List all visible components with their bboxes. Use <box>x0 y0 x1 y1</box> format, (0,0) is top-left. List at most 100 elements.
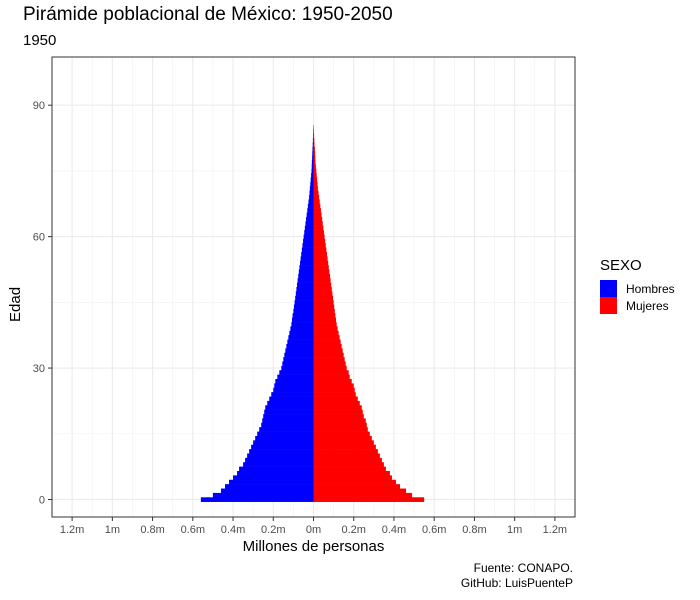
bar-mujeres <box>313 361 346 367</box>
bar-mujeres <box>313 199 320 205</box>
legend-key-hombres <box>600 280 617 297</box>
x-tick-label: 1.2m <box>60 524 84 536</box>
bar-mujeres <box>313 203 321 209</box>
bar-mujeres <box>313 352 344 358</box>
bar-mujeres <box>313 484 400 489</box>
x-tick-label: 1.2m <box>543 524 567 536</box>
bar-hombres <box>275 379 314 384</box>
bar-hombres <box>267 400 314 406</box>
bar-mujeres <box>313 462 384 467</box>
bar-mujeres <box>313 396 358 402</box>
bar-hombres <box>229 479 314 485</box>
bar-mujeres <box>313 475 392 481</box>
bar-hombres <box>306 212 314 218</box>
bar-hombres <box>293 308 314 314</box>
bar-mujeres <box>313 387 355 393</box>
bar-hombres <box>312 155 314 161</box>
bar-mujeres <box>313 251 327 257</box>
bar-hombres <box>300 260 314 266</box>
bar-hombres <box>301 247 314 253</box>
bar-mujeres <box>313 365 347 371</box>
bar-hombres <box>245 457 314 463</box>
bar-hombres <box>309 190 314 196</box>
bar-mujeres <box>313 300 334 305</box>
x-tick-label: 0.8m <box>140 524 164 536</box>
bar-hombres <box>233 475 314 481</box>
bar-hombres <box>310 177 314 183</box>
bar-mujeres <box>313 357 345 362</box>
bar-hombres <box>271 392 314 397</box>
bar-mujeres <box>313 422 367 428</box>
bar-mujeres <box>313 488 407 494</box>
bar-hombres <box>312 142 314 148</box>
bar-mujeres <box>313 146 315 152</box>
bar-hombres <box>220 488 314 494</box>
bar-hombres <box>292 313 314 318</box>
bar-hombres <box>273 387 314 393</box>
legend-label-mujeres: Mujeres <box>626 298 669 313</box>
bar-hombres <box>291 317 314 323</box>
bar-hombres <box>294 300 314 305</box>
bar-mujeres <box>313 435 372 441</box>
x-tick-label: 1m <box>105 524 120 536</box>
bar-hombres <box>306 216 314 222</box>
bar-mujeres <box>313 335 340 340</box>
bar-mujeres <box>313 453 380 459</box>
bar-hombres <box>239 466 314 472</box>
bar-hombres <box>295 291 314 297</box>
y-tick-label: 90 <box>33 100 45 112</box>
bar-hombres <box>259 427 314 432</box>
bar-mujeres <box>313 317 337 323</box>
bar-mujeres <box>313 238 326 244</box>
bar-mujeres <box>313 383 354 389</box>
bar-mujeres <box>313 151 316 156</box>
y-tick-label: 0 <box>39 494 45 506</box>
bar-mujeres <box>313 304 335 310</box>
legend-item-hombres: Hombres <box>600 280 675 297</box>
bar-mujeres <box>313 431 370 437</box>
bar-hombres <box>277 374 314 380</box>
legend: SEXO Hombres Mujeres <box>600 257 675 314</box>
bar-hombres <box>265 405 314 410</box>
bar-hombres <box>311 159 314 165</box>
x-tick-label: 0.6m <box>181 524 205 536</box>
bar-mujeres <box>313 243 326 248</box>
bar-mujeres <box>313 190 319 196</box>
bar-hombres <box>298 273 314 279</box>
caption: Fuente: CONAPO. GitHub: LuisPuenteP <box>461 561 573 591</box>
y-tick-label: 60 <box>33 232 45 244</box>
bar-mujeres <box>313 348 343 354</box>
bar-hombres <box>293 304 314 310</box>
bar-mujeres <box>313 186 318 191</box>
bar-hombres <box>212 492 314 498</box>
bar-mujeres <box>313 177 318 183</box>
bar-mujeres <box>313 409 363 415</box>
bar-hombres <box>310 181 314 187</box>
bar-hombres <box>307 203 314 209</box>
bar-mujeres <box>313 330 339 336</box>
bar-mujeres <box>313 221 323 226</box>
x-tick-label: 0m <box>306 524 321 536</box>
bar-mujeres <box>313 142 315 148</box>
bar-hombres <box>303 238 314 244</box>
x-tick-label: 0.6m <box>422 524 446 536</box>
bar-mujeres <box>313 444 376 450</box>
bar-mujeres <box>313 295 334 301</box>
bar-mujeres <box>313 427 368 432</box>
bar-hombres <box>255 435 314 441</box>
bar-mujeres <box>313 234 325 240</box>
bar-hombres <box>262 418 314 424</box>
bar-hombres <box>284 352 314 358</box>
bar-mujeres <box>313 449 378 454</box>
bar-hombres <box>269 396 314 402</box>
bar-mujeres <box>313 287 332 292</box>
bar-mujeres <box>313 216 323 222</box>
bar-hombres <box>299 265 314 270</box>
bar-mujeres <box>313 291 333 297</box>
bar-mujeres <box>313 479 396 485</box>
x-tick-label: 1m <box>507 524 522 536</box>
bar-hombres <box>263 414 314 419</box>
bar-hombres <box>301 251 314 257</box>
y-axis-label: Edad <box>7 286 24 322</box>
bar-hombres <box>311 173 314 178</box>
